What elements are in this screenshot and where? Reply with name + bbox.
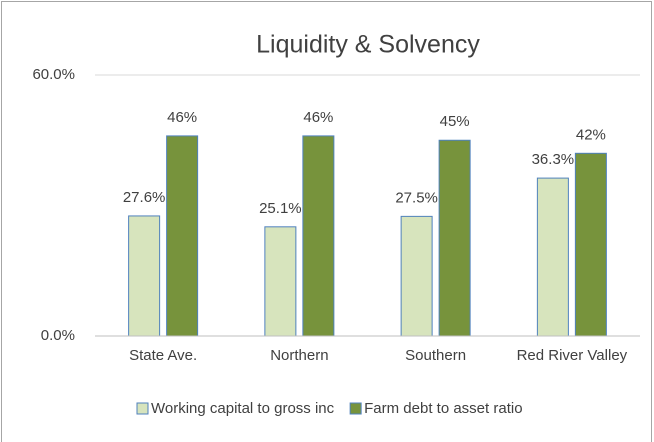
data-label: 27.6% bbox=[123, 189, 166, 206]
bar bbox=[574, 152, 607, 337]
data-label: 46% bbox=[167, 109, 197, 126]
legend-swatch bbox=[349, 402, 362, 415]
legend-label: Farm debt to asset ratio bbox=[364, 400, 522, 417]
data-label: 27.5% bbox=[395, 189, 438, 206]
x-tick-label: Northern bbox=[270, 347, 328, 364]
x-tick-label: Red River Valley bbox=[517, 347, 628, 364]
bar bbox=[166, 135, 199, 337]
data-label: 42% bbox=[576, 126, 606, 143]
y-tick-label: 0.0% bbox=[41, 327, 75, 344]
data-label: 45% bbox=[440, 113, 470, 130]
legend-label: Working capital to gross inc bbox=[151, 400, 335, 417]
bar bbox=[438, 139, 471, 337]
bar bbox=[302, 135, 335, 337]
chart-title: Liquidity & Solvency bbox=[256, 31, 480, 59]
data-label: 36.3% bbox=[532, 151, 575, 168]
bar bbox=[128, 215, 161, 337]
data-label: 25.1% bbox=[259, 200, 302, 217]
bar bbox=[400, 215, 433, 337]
x-tick-label: Southern bbox=[405, 347, 466, 364]
legend-swatch bbox=[136, 402, 149, 415]
data-label: 46% bbox=[303, 109, 333, 126]
x-tick-label: State Ave. bbox=[129, 347, 197, 364]
bar bbox=[264, 226, 297, 337]
bar bbox=[536, 177, 569, 337]
y-tick-label: 60.0% bbox=[32, 66, 75, 83]
